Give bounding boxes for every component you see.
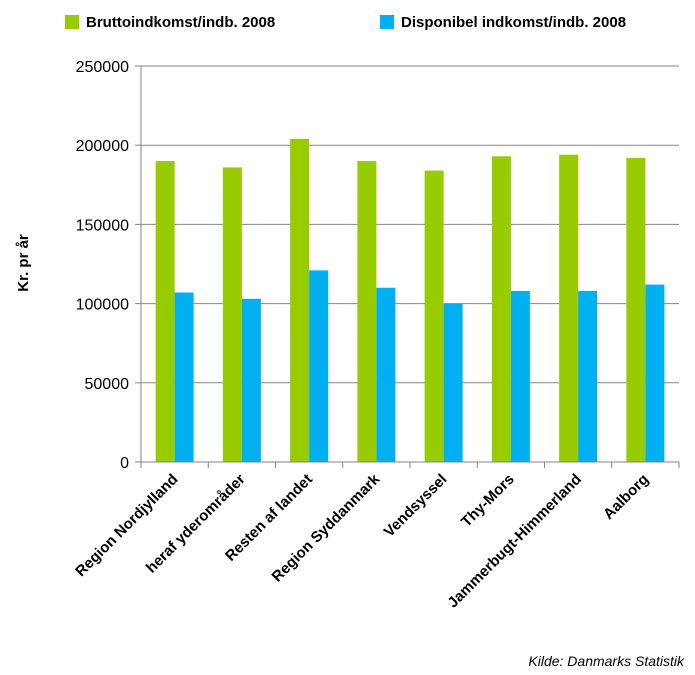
legend-label-bruttoindkomst: Bruttoindkomst/indb. 2008 <box>86 14 275 31</box>
bar-disponibel <box>174 292 194 462</box>
legend-swatch-bruttoindkomst <box>65 15 79 29</box>
bar-bruttoindkomst <box>559 154 579 463</box>
x-tick-label: Vendsyssel <box>381 471 451 541</box>
legend-label-disponibel: Disponibel indkomst/indb. 2008 <box>401 14 626 31</box>
bar-bruttoindkomst <box>222 167 242 462</box>
bar-bruttoindkomst <box>155 161 175 463</box>
y-tick-label: 150000 <box>76 217 129 234</box>
bar-disponibel <box>578 290 598 462</box>
bar-disponibel <box>376 287 396 462</box>
bars <box>155 138 665 463</box>
x-tick-label: Aalborg <box>600 471 652 523</box>
bar-bruttoindkomst <box>357 161 377 463</box>
y-tick-label: 250000 <box>76 59 129 76</box>
gridlines <box>141 65 679 384</box>
x-tick-label: Jammerbugt-Himmerland <box>444 471 585 612</box>
bar-disponibel <box>443 303 463 462</box>
x-tick-label: Thy-Mors <box>458 471 518 531</box>
bar-disponibel <box>510 290 530 462</box>
bar-bruttoindkomst <box>424 170 444 462</box>
y-axis-title: Kr. pr år <box>15 234 32 292</box>
y-tick-label: 0 <box>120 455 129 472</box>
bar-disponibel <box>645 284 665 462</box>
legend-swatch-disponibel <box>380 15 394 29</box>
y-tick-label: 200000 <box>76 138 129 155</box>
bar-disponibel <box>241 298 261 462</box>
y-tick-label: 100000 <box>76 297 129 314</box>
bar-bruttoindkomst <box>626 157 646 462</box>
bar-bruttoindkomst <box>491 156 511 462</box>
source-note: Kilde: Danmarks Statistik <box>528 653 685 669</box>
bar-disponibel <box>309 270 329 462</box>
y-tick-label: 50000 <box>85 376 130 393</box>
y-tick-labels: 0 50000 100000 150000 200000 250000 <box>76 59 141 472</box>
bar-bruttoindkomst <box>290 138 310 462</box>
legend: Bruttoindkomst/indb. 2008 Disponibel ind… <box>65 14 626 31</box>
axes <box>140 66 679 463</box>
